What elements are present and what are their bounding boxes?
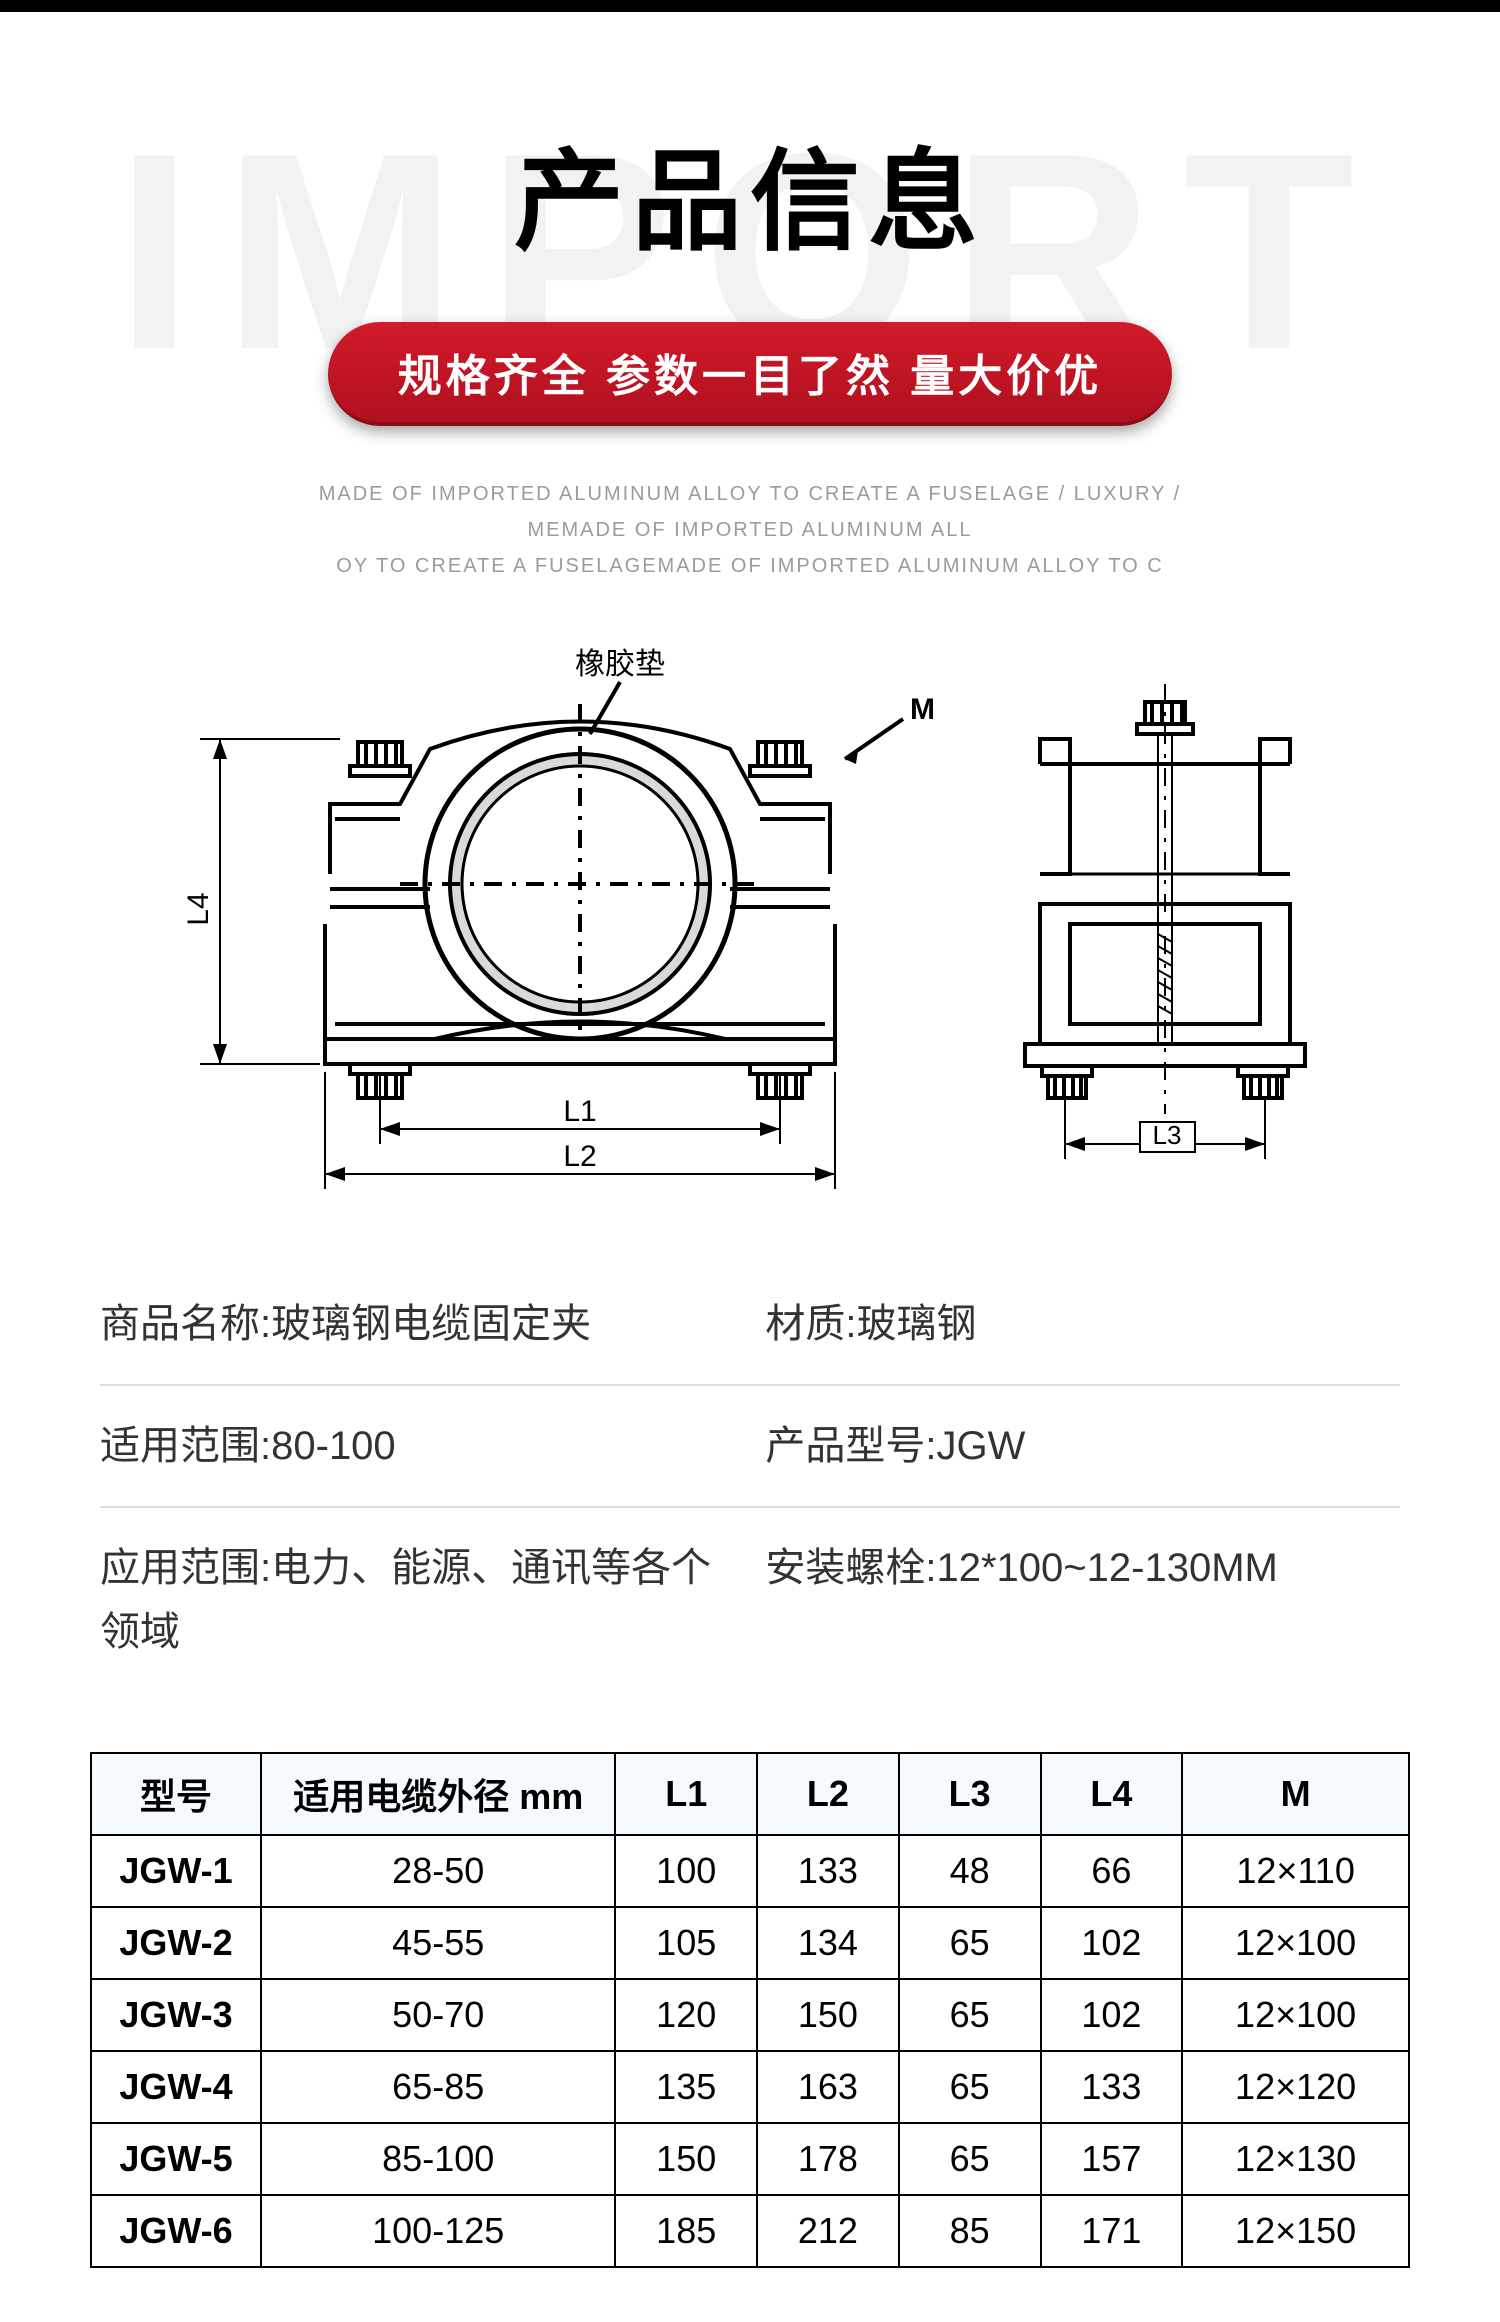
spec-cell: 45-55 — [261, 1907, 615, 1979]
spec-cell: 28-50 — [261, 1835, 615, 1907]
spec-cell: 65 — [899, 2123, 1041, 2195]
technical-diagram: 橡胶垫 M — [0, 624, 1500, 1244]
spec-header-cell: M — [1182, 1753, 1409, 1835]
sub-caption: MADE OF IMPORTED ALUMINUM ALLOY TO CREAT… — [40, 476, 1460, 584]
spec-cell: 135 — [615, 2051, 757, 2123]
subtitle-pill: 规格齐全 参数一目了然 量大价优 — [328, 322, 1172, 426]
sub-line-1: MADE OF IMPORTED ALUMINUM ALLOY TO CREAT… — [319, 483, 1182, 541]
spec-cell: 150 — [757, 1979, 899, 2051]
spec-header-cell: 型号 — [91, 1753, 261, 1835]
product-application: 应用范围:电力、能源、通讯等各个领域 — [100, 1536, 765, 1664]
spec-cell: 133 — [757, 1835, 899, 1907]
spec-cell: 48 — [899, 1835, 1041, 1907]
spec-table-container: 型号适用电缆外径 mmL1L2L3L4M JGW-128-50100133486… — [90, 1752, 1410, 2268]
product-info-grid: 商品名称:玻璃钢电缆固定夹 材质:玻璃钢 适用范围:80-100 产品型号:JG… — [100, 1264, 1400, 1692]
spec-cell: 65 — [899, 1979, 1041, 2051]
spec-cell: JGW-3 — [91, 1979, 261, 2051]
spec-cell: 185 — [615, 2195, 757, 2267]
spec-header-cell: L1 — [615, 1753, 757, 1835]
spec-cell: 171 — [1041, 2195, 1183, 2267]
spec-cell: 65 — [899, 1907, 1041, 1979]
spec-cell: 102 — [1041, 1979, 1183, 2051]
l3-label: L3 — [1153, 1120, 1182, 1150]
header-section: IMPORT 产品信息 规格齐全 参数一目了然 量大价优 MADE OF IMP… — [0, 12, 1500, 624]
spec-cell: 157 — [1041, 2123, 1183, 2195]
clamp-diagram-svg: 橡胶垫 M — [80, 644, 1420, 1204]
spec-header-cell: 适用电缆外径 mm — [261, 1753, 615, 1835]
spec-cell: 12×100 — [1182, 1907, 1409, 1979]
spec-header-cell: L3 — [899, 1753, 1041, 1835]
spec-cell: 85 — [899, 2195, 1041, 2267]
spec-cell: 12×100 — [1182, 1979, 1409, 2051]
spec-cell: JGW-2 — [91, 1907, 261, 1979]
info-row-2: 适用范围:80-100 产品型号:JGW — [100, 1386, 1400, 1508]
spec-cell: JGW-4 — [91, 2051, 261, 2123]
spec-cell: 12×150 — [1182, 2195, 1409, 2267]
spec-header-row: 型号适用电缆外径 mmL1L2L3L4M — [91, 1753, 1409, 1835]
spec-cell: JGW-5 — [91, 2123, 261, 2195]
product-material: 材质:玻璃钢 — [765, 1292, 1400, 1356]
spec-cell: 100-125 — [261, 2195, 615, 2267]
l2-label: L2 — [563, 1140, 596, 1173]
rubber-label: 橡胶垫 — [575, 648, 665, 681]
spec-cell: 50-70 — [261, 1979, 615, 2051]
spec-cell: 66 — [1041, 1835, 1183, 1907]
spec-cell: 85-100 — [261, 2123, 615, 2195]
info-row-3: 应用范围:电力、能源、通讯等各个领域 安装螺栓:12*100~12-130MM — [100, 1508, 1400, 1692]
product-model: 产品型号:JGW — [765, 1414, 1400, 1478]
spec-cell: 212 — [757, 2195, 899, 2267]
top-bolt-left — [350, 742, 410, 776]
spec-cell: 134 — [757, 1907, 899, 1979]
table-row: JGW-128-50100133486612×110 — [91, 1835, 1409, 1907]
product-bolt: 安装螺栓:12*100~12-130MM — [765, 1536, 1400, 1664]
spec-cell: 12×130 — [1182, 2123, 1409, 2195]
table-row: JGW-6100-1251852128517112×150 — [91, 2195, 1409, 2267]
spec-cell: 105 — [615, 1907, 757, 1979]
spec-cell: 133 — [1041, 2051, 1183, 2123]
l4-label: L4 — [182, 892, 215, 925]
top-bolt-right — [750, 742, 810, 776]
top-black-bar — [0, 0, 1500, 12]
spec-cell: 120 — [615, 1979, 757, 2051]
spec-cell: 100 — [615, 1835, 757, 1907]
table-row: JGW-585-1001501786515712×130 — [91, 2123, 1409, 2195]
spec-cell: 102 — [1041, 1907, 1183, 1979]
spec-cell: JGW-1 — [91, 1835, 261, 1907]
product-name: 商品名称:玻璃钢电缆固定夹 — [100, 1292, 765, 1356]
spec-cell: 12×120 — [1182, 2051, 1409, 2123]
spec-tbody: JGW-128-50100133486612×110JGW-245-551051… — [91, 1835, 1409, 2267]
spec-table: 型号适用电缆外径 mmL1L2L3L4M JGW-128-50100133486… — [90, 1752, 1410, 2268]
l1-label: L1 — [563, 1095, 596, 1128]
spec-cell: 150 — [615, 2123, 757, 2195]
spec-header-cell: L2 — [757, 1753, 899, 1835]
spec-cell: 65 — [899, 2051, 1041, 2123]
spec-cell: 163 — [757, 2051, 899, 2123]
spec-cell: 12×110 — [1182, 1835, 1409, 1907]
m-label: M — [910, 693, 935, 726]
table-row: JGW-350-701201506510212×100 — [91, 1979, 1409, 2051]
info-row-1: 商品名称:玻璃钢电缆固定夹 材质:玻璃钢 — [100, 1264, 1400, 1386]
spec-cell: 178 — [757, 2123, 899, 2195]
sub-line-2: OY TO CREATE A FUSELAGEMADE OF IMPORTED … — [336, 555, 1163, 577]
spec-cell: JGW-6 — [91, 2195, 261, 2267]
spec-cell: 65-85 — [261, 2051, 615, 2123]
product-range: 适用范围:80-100 — [100, 1414, 765, 1478]
table-row: JGW-465-851351636513312×120 — [91, 2051, 1409, 2123]
spec-header-cell: L4 — [1041, 1753, 1183, 1835]
spec-thead: 型号适用电缆外径 mmL1L2L3L4M — [91, 1753, 1409, 1835]
page-title: 产品信息 — [40, 112, 1460, 272]
table-row: JGW-245-551051346510212×100 — [91, 1907, 1409, 1979]
